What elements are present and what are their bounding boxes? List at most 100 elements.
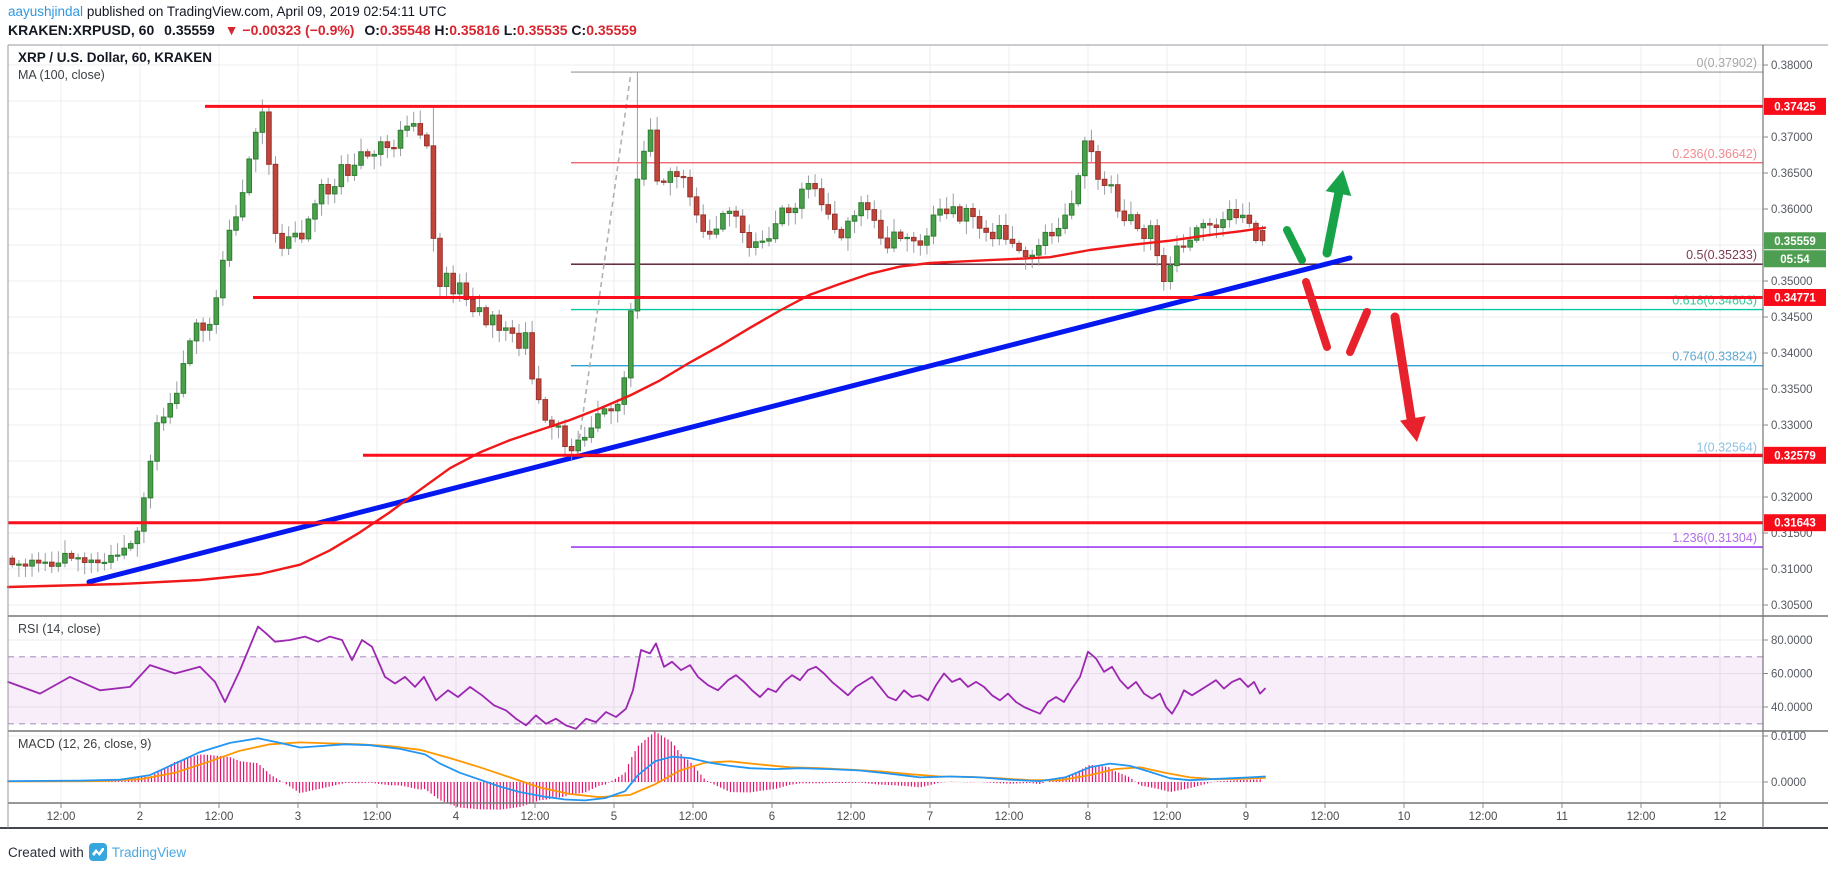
candle-body [450,272,456,295]
candle-body [641,150,647,180]
bullish-arrow-annotation-shaft[interactable] [1322,177,1346,258]
candle-body [845,220,851,239]
published-text: published on TradingView.com, April 09, … [86,4,447,19]
candle-body [706,230,713,235]
bullish-tick-annotation[interactable] [1283,226,1306,264]
candle-body [220,259,226,299]
candle-body [404,125,410,131]
candle-body [1213,224,1220,229]
price-tick-label: 0.32000 [1771,492,1813,504]
candle-body [983,227,989,233]
candle-body [759,240,766,243]
time-tick-label: 5 [611,811,617,823]
last-price-badge [1764,232,1826,250]
bearish-arrow-annotation-shaft[interactable] [1390,312,1417,430]
price-tick-label: 0.33000 [1771,420,1813,432]
bullish-arrow-annotation-head[interactable] [1325,170,1352,197]
candle-body [22,563,29,567]
candle-body [1154,225,1161,257]
candle-body [930,214,937,237]
candle-body [437,237,443,287]
candle-body [1114,184,1121,212]
bearish-stroke-annotation-2[interactable] [1346,308,1371,356]
candle-body [785,207,792,214]
candle-body [878,219,884,239]
credit-line: Created with TradingView [8,843,186,861]
ohlc-values: O:0.35548 H:0.35816 L:0.35535 C:0.35559 [364,22,636,38]
macd-tick-label: 0.0100 [1771,731,1806,743]
time-tick-label: 3 [295,811,301,823]
candle-body [239,192,246,218]
candle-body [1174,245,1180,267]
candle-body [989,231,996,240]
time-axis[interactable]: 12:00 2 12:00 3 12:00 4 12:00 5 12:00 6 12:00 7 12:0… [47,803,1727,823]
candle-body [555,425,562,428]
candle-body [68,552,75,559]
candle-body [529,332,535,380]
author-link[interactable]: aayushjindal [8,4,84,19]
fib-level-label: 0.764(0.33824) [1672,350,1757,364]
rsi-overbought-oversold-band [8,656,1763,724]
bearish-stroke-annotation[interactable] [1302,278,1331,351]
candle-body [1226,209,1233,221]
candle-body [720,212,726,230]
candle-body [1220,219,1226,229]
price-axis[interactable]: 0.38000 0.37000 0.36500 0.36000 0.35000 0.345… [1763,60,1813,789]
time-tick-label: 12 [1714,811,1727,823]
candle-body [252,131,259,160]
candle-body [1134,214,1141,230]
ohlc-key: C: [571,22,587,38]
candle-body [1101,178,1108,186]
candle-body [812,183,818,190]
candle-body [160,416,167,424]
candle-body [470,298,476,313]
candle-body [917,240,924,246]
candle-body [62,552,68,564]
candle-body [897,231,904,240]
candle-body [516,332,522,349]
support-trendline[interactable] [86,255,1353,585]
candle-body [746,232,753,248]
price-tick-label: 0.30500 [1771,600,1813,612]
price-change: ▼ −0.00323 (−0.9%) [224,22,355,38]
tradingview-brand-link[interactable]: TradingView [111,844,187,860]
candle-body [1003,224,1009,240]
candle-body [1029,254,1036,257]
candle-body [976,216,983,229]
candle-body [443,272,450,287]
candle-body [832,213,838,230]
candle-body [766,238,772,242]
price-tick-label: 0.36500 [1771,168,1813,180]
time-tick-label: 11 [1556,811,1568,823]
ohlc-key: L: [503,22,517,38]
time-tick-label: 12:00 [837,811,866,823]
candle-body [509,327,516,334]
bearish-arrow-annotation-head[interactable] [1400,416,1426,442]
candlesticks [9,72,1266,577]
candle-body [963,207,970,222]
candle-body [542,399,549,421]
candle-body [950,206,957,215]
fib-level-label: 0.618(0.34603) [1672,294,1757,308]
price-tick-label: 0.35000 [1771,276,1813,288]
candle-body [259,111,266,133]
candle-body [154,422,160,462]
candle-body [292,232,299,238]
time-tick-label: 12:00 [205,811,234,823]
macd-signal-line [7,741,1266,799]
symbol-status-line: KRAKEN:XRPUSD, 60 0.35559 ▼ −0.00323 (−0… [8,22,637,38]
candle-body [595,413,601,429]
candle-body [1082,140,1088,177]
candle-body [799,188,805,209]
last-price: 0.35559 [164,22,215,38]
candle-body [42,561,49,564]
macd-indicator-label: MACD (12, 26, close, 9) [18,737,152,751]
credit-prefix: Created with [8,844,84,860]
candle-body [864,202,871,211]
level-price-badge [1764,288,1826,306]
tradingview-logo-icon [88,843,107,861]
candle-body [305,218,312,240]
candle-body [496,314,503,331]
candle-body [1068,203,1075,216]
